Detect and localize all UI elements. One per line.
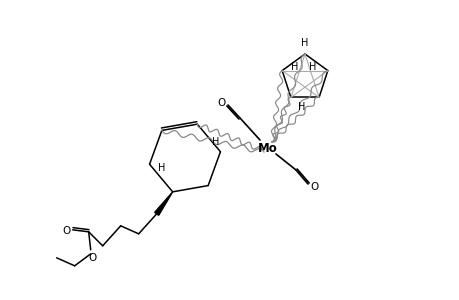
- Text: H: H: [308, 61, 316, 72]
- Text: H: H: [297, 102, 305, 112]
- Text: H: H: [211, 137, 218, 147]
- Text: O: O: [89, 253, 96, 263]
- Text: O: O: [62, 226, 71, 236]
- Text: H: H: [301, 38, 308, 48]
- Text: O: O: [218, 98, 226, 108]
- Text: Mo: Mo: [257, 142, 277, 154]
- Text: O: O: [310, 182, 319, 192]
- Polygon shape: [154, 192, 172, 215]
- Text: H: H: [157, 163, 165, 173]
- Text: H: H: [291, 61, 298, 72]
